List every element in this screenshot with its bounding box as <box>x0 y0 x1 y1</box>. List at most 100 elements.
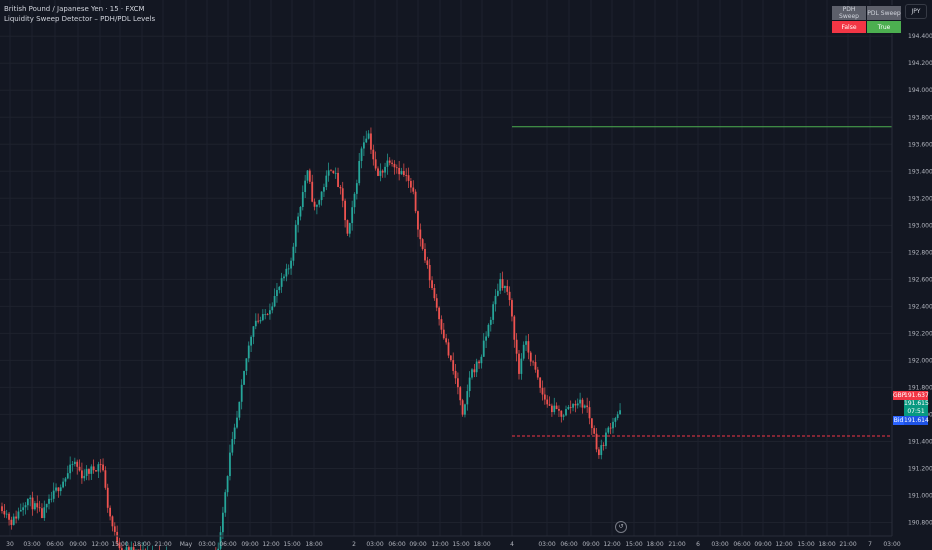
candle-body <box>393 163 396 168</box>
candle-body <box>391 162 393 164</box>
candle-body <box>513 316 516 340</box>
price-tick-label: 192.600 <box>908 276 932 283</box>
price-tick-label: 192.400 <box>908 303 932 310</box>
time-tick-label: 18:00 <box>646 541 663 548</box>
candle-body <box>109 507 111 517</box>
candlestick-series <box>1 127 621 550</box>
time-tick-label: 21:00 <box>839 541 856 548</box>
bid-value: 191.614 <box>904 416 929 425</box>
candle-body <box>487 324 490 337</box>
time-tick-label: 03:00 <box>366 541 383 548</box>
candle-body <box>452 360 455 371</box>
candle-body <box>576 403 579 406</box>
candle-body <box>555 405 558 410</box>
currency-button[interactable]: JPY <box>905 4 927 19</box>
candle-body <box>496 290 499 296</box>
candle-body <box>374 159 377 169</box>
candle-body <box>605 432 607 446</box>
candle-body <box>301 192 304 208</box>
candle-body <box>264 314 267 315</box>
candle-body <box>128 547 130 550</box>
candle-body <box>372 149 375 160</box>
candle-body <box>31 497 34 510</box>
candle-body <box>402 170 405 176</box>
candle-body <box>358 160 361 184</box>
reset-chart-icon[interactable]: ↺ <box>615 521 627 533</box>
candle-body <box>287 268 290 270</box>
candle-body <box>311 181 314 202</box>
candle-body <box>285 268 288 277</box>
candle-body <box>334 172 337 174</box>
candle-body <box>125 547 128 550</box>
candle-body <box>130 547 133 550</box>
time-axis[interactable]: 30 03:00 06:00 09:00 12:00 15:00 18:00 21:00 May… <box>0 535 901 548</box>
time-tick-label: 09:00 <box>69 541 86 548</box>
chart-legend: British Pound / Japanese Yen · 15 · FXCM… <box>4 4 155 24</box>
candle-body <box>527 341 530 353</box>
candle-body <box>52 490 55 499</box>
candle-body <box>438 307 440 320</box>
candle-body <box>316 204 318 207</box>
time-tick-label: 09:00 <box>754 541 771 548</box>
price-tick-label: 193.800 <box>908 114 932 121</box>
candle-body <box>217 548 220 550</box>
candle-body <box>12 516 15 525</box>
candle-body <box>499 279 502 291</box>
candle-body <box>508 291 511 301</box>
candle-body <box>558 409 560 411</box>
candle-body <box>459 387 462 401</box>
sweep-levels <box>512 126 892 437</box>
time-tick-label: 06:00 <box>46 541 63 548</box>
candle-body <box>19 510 22 512</box>
candle-body <box>492 304 495 320</box>
time-tick-label: 12:00 <box>775 541 792 548</box>
candle-body <box>240 384 243 402</box>
candle-body <box>339 187 342 189</box>
candle-body <box>506 285 509 292</box>
last-price-label: 191.615 07:51 <box>904 400 929 416</box>
candle-body <box>609 427 612 429</box>
candle-body <box>574 404 577 406</box>
pdl-sweep-header: PDL Sweep <box>866 5 902 21</box>
candle-body <box>299 207 302 217</box>
price-tick-label: 194.000 <box>908 87 932 94</box>
candle-body <box>398 167 401 175</box>
candle-body <box>482 340 485 357</box>
candle-body <box>233 427 236 440</box>
candle-body <box>355 183 358 194</box>
time-tick-label: 06:00 <box>560 541 577 548</box>
candle-body <box>583 405 586 408</box>
candle-body <box>525 341 527 345</box>
candle-body <box>132 547 135 550</box>
candle-body <box>236 417 238 428</box>
candle-body <box>280 278 283 287</box>
candle-body <box>78 466 81 471</box>
candle-body <box>405 175 408 176</box>
price-tick-label: 192.800 <box>908 249 932 256</box>
candle-body <box>511 300 513 317</box>
bid-prefix: Bid <box>893 416 904 425</box>
symbol-title[interactable]: British Pound / Japanese Yen · 15 · FXCM <box>4 5 145 13</box>
candle-body <box>546 399 549 405</box>
time-tick-label: 15:00 <box>111 541 128 548</box>
candle-body <box>494 295 497 305</box>
price-tick-label: 191.800 <box>908 384 932 391</box>
candle-body <box>489 319 492 325</box>
price-tick-label: 193.400 <box>908 168 932 175</box>
candle-body <box>353 193 356 208</box>
indicator-title[interactable]: Liquidity Sweep Detector – PDH/PDL Level… <box>4 15 156 23</box>
candle-body <box>435 298 438 308</box>
time-tick-label: 03:00 <box>883 541 900 548</box>
candle-body <box>360 148 363 161</box>
pdh-sweep-header: PDH Sweep <box>831 5 867 21</box>
candle-body <box>266 314 269 315</box>
candle-body <box>22 507 25 511</box>
candle-body <box>522 344 525 359</box>
price-axis[interactable]: 194.400 194.200 194.000 193.800 193.600 193.4… <box>891 0 932 536</box>
time-tick-label: 09:00 <box>409 541 426 548</box>
candle-body <box>363 142 365 149</box>
candle-body <box>5 513 8 515</box>
candle-body <box>292 246 295 261</box>
candle-body <box>504 285 506 289</box>
